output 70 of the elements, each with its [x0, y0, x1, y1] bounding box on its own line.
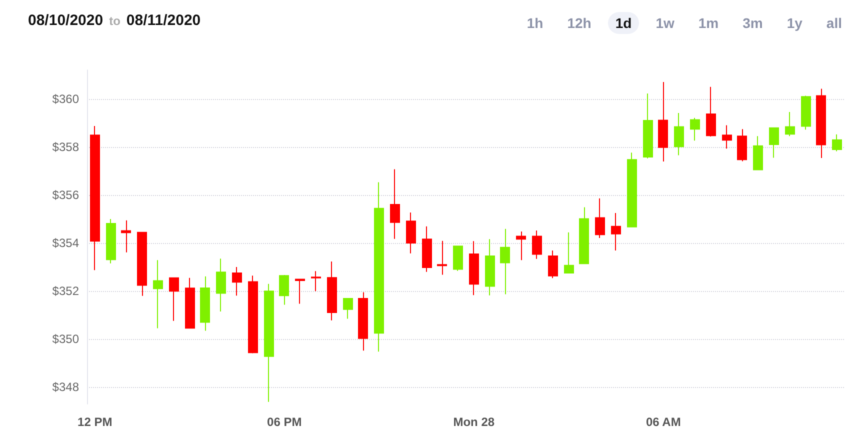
- text: 1d: [608, 12, 639, 34]
- candlestick: [548, 250, 558, 279]
- candlestick: [248, 275, 258, 354]
- y-tick-label: $350: [52, 332, 80, 346]
- candlestick: [200, 276, 210, 332]
- candlestick: [437, 240, 447, 276]
- candlestick: [216, 258, 226, 312]
- y-tick-label: $356: [52, 188, 80, 202]
- candlestick: [564, 232, 574, 274]
- text: 3m: [742, 14, 764, 33]
- candlestick: [390, 168, 400, 240]
- candlestick: [485, 238, 495, 296]
- candlestick: [769, 127, 779, 158]
- text: 08/11/2020: [126, 12, 201, 29]
- candlestick: [453, 246, 463, 272]
- y-tick-label: $358: [52, 140, 80, 154]
- candlestick: [816, 88, 826, 158]
- candlestick: [737, 128, 747, 162]
- candlestick: [264, 283, 274, 402]
- y-tick-label: $348: [52, 380, 80, 394]
- candlestick: [295, 278, 305, 304]
- text: 1w: [654, 14, 676, 33]
- candlestick: [358, 292, 368, 352]
- text: 1m: [697, 14, 720, 33]
- y-tick-label: $360: [52, 92, 80, 106]
- text: all: [825, 14, 843, 33]
- candlestick: [327, 261, 337, 321]
- y-tick-label: $354: [52, 236, 80, 250]
- candlestick: [121, 220, 131, 253]
- candlestick: [627, 152, 637, 228]
- candlestick: [832, 134, 842, 152]
- candlestick: [406, 212, 416, 254]
- x-tick-label: 06 PM: [267, 415, 302, 429]
- candlestick: [232, 266, 242, 296]
- text: 12h: [566, 14, 592, 33]
- candlestick: [500, 228, 510, 295]
- text: 08/10/2020: [28, 12, 104, 29]
- candlestick: [643, 93, 653, 159]
- candlestick: [343, 298, 353, 320]
- candlestick: [153, 260, 163, 329]
- candlestick: [611, 212, 621, 251]
- candlestick: [532, 230, 542, 260]
- x-tick-label: 06 AM: [646, 415, 681, 429]
- candlestick: [311, 270, 321, 292]
- candlestick: [374, 182, 384, 352]
- candlestick: [674, 112, 684, 156]
- candlestick: [801, 95, 811, 130]
- candlestick: [753, 136, 763, 170]
- candlestick: [185, 277, 195, 329]
- text: 1h: [526, 14, 544, 33]
- candlestick: [137, 232, 147, 296]
- candlestick: [722, 124, 732, 150]
- candlestick: [90, 125, 100, 271]
- candlestick: [595, 198, 605, 238]
- candlestick: [706, 86, 716, 138]
- candlestick: [106, 218, 116, 264]
- y-tick-label: $352: [52, 284, 80, 298]
- candlestick: [169, 277, 179, 322]
- candlestick: [279, 274, 289, 306]
- candlestick: [469, 240, 479, 296]
- candlestick: [658, 82, 668, 162]
- candlestick: [785, 112, 795, 137]
- text: 1y: [786, 14, 804, 33]
- text: to: [109, 14, 120, 28]
- x-tick-label: Mon 28: [453, 415, 495, 429]
- candlestick: [516, 230, 526, 261]
- candlestick: [579, 206, 589, 264]
- candlestick: [422, 226, 432, 272]
- x-tick-label: 12 PM: [78, 415, 112, 429]
- candlestick: [690, 117, 700, 142]
